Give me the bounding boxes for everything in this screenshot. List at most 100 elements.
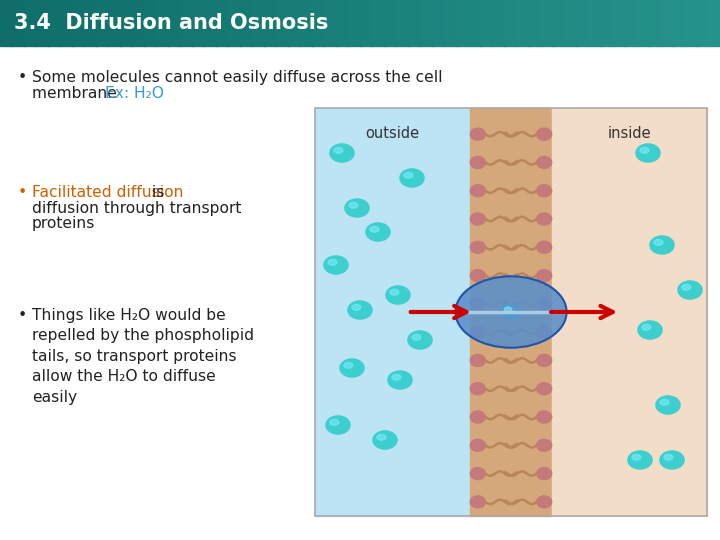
Bar — [408, 0, 421, 46]
Ellipse shape — [536, 298, 552, 310]
Ellipse shape — [470, 269, 485, 281]
Bar — [708, 0, 720, 46]
Ellipse shape — [536, 128, 552, 140]
Ellipse shape — [352, 305, 361, 310]
Ellipse shape — [377, 434, 386, 440]
Bar — [384, 0, 397, 46]
Bar — [315, 108, 470, 516]
Bar — [600, 0, 613, 46]
Ellipse shape — [678, 281, 702, 299]
Ellipse shape — [470, 326, 485, 338]
Ellipse shape — [470, 185, 485, 197]
Ellipse shape — [370, 226, 379, 232]
Bar — [216, 0, 229, 46]
Bar — [0, 0, 13, 46]
Ellipse shape — [404, 172, 413, 178]
Bar — [504, 0, 517, 46]
Bar — [276, 0, 289, 46]
Bar — [564, 0, 577, 46]
Ellipse shape — [456, 276, 567, 348]
Ellipse shape — [664, 454, 673, 460]
Ellipse shape — [682, 285, 691, 290]
Ellipse shape — [470, 298, 485, 310]
Bar — [180, 0, 193, 46]
Bar — [336, 0, 349, 46]
Ellipse shape — [504, 307, 512, 312]
Ellipse shape — [470, 411, 485, 423]
Text: Some molecules cannot easily diffuse across the cell: Some molecules cannot easily diffuse acr… — [32, 70, 443, 85]
Ellipse shape — [636, 144, 660, 162]
Bar — [540, 0, 553, 46]
Text: Ex: H₂O: Ex: H₂O — [105, 85, 164, 100]
Ellipse shape — [536, 269, 552, 281]
Bar — [144, 0, 157, 46]
Bar — [96, 0, 109, 46]
Ellipse shape — [392, 374, 401, 380]
Bar — [696, 0, 709, 46]
Ellipse shape — [470, 213, 485, 225]
Bar — [660, 0, 673, 46]
Ellipse shape — [366, 223, 390, 241]
Ellipse shape — [400, 169, 424, 187]
Bar — [672, 0, 685, 46]
Ellipse shape — [536, 213, 552, 225]
Ellipse shape — [654, 239, 663, 245]
Ellipse shape — [470, 128, 485, 140]
Bar — [432, 0, 445, 46]
Bar — [228, 0, 241, 46]
Text: Facilitated diffusion: Facilitated diffusion — [32, 185, 184, 200]
Bar — [636, 0, 649, 46]
Bar — [204, 0, 217, 46]
Ellipse shape — [536, 185, 552, 197]
Ellipse shape — [628, 451, 652, 469]
Ellipse shape — [536, 354, 552, 367]
Ellipse shape — [470, 383, 485, 395]
Bar — [300, 0, 313, 46]
Ellipse shape — [470, 241, 485, 253]
Ellipse shape — [328, 259, 337, 265]
Bar — [612, 0, 625, 46]
Ellipse shape — [334, 147, 343, 153]
Ellipse shape — [660, 400, 669, 405]
Bar — [492, 0, 505, 46]
Text: •: • — [18, 185, 27, 200]
Bar — [684, 0, 697, 46]
Ellipse shape — [324, 256, 348, 274]
Bar — [552, 108, 707, 516]
Ellipse shape — [330, 420, 339, 425]
Ellipse shape — [470, 496, 485, 508]
Ellipse shape — [536, 157, 552, 168]
Ellipse shape — [470, 439, 485, 451]
Bar — [168, 0, 181, 46]
Bar — [516, 0, 529, 46]
Bar — [288, 0, 301, 46]
Ellipse shape — [536, 496, 552, 508]
Text: membrane: membrane — [32, 85, 127, 100]
Text: is: is — [147, 185, 164, 200]
Bar — [36, 0, 49, 46]
Ellipse shape — [349, 202, 358, 208]
Bar — [24, 0, 37, 46]
Text: •: • — [18, 308, 27, 323]
Bar — [312, 0, 325, 46]
Bar — [360, 0, 373, 46]
Ellipse shape — [326, 416, 350, 434]
Bar — [480, 0, 493, 46]
Text: 3.4  Diffusion and Osmosis: 3.4 Diffusion and Osmosis — [14, 13, 328, 33]
Ellipse shape — [656, 396, 680, 414]
Bar — [315, 108, 707, 516]
Bar — [264, 0, 277, 46]
Bar — [240, 0, 253, 46]
Bar — [120, 0, 133, 46]
Ellipse shape — [536, 411, 552, 423]
Text: diffusion through transport: diffusion through transport — [32, 200, 241, 215]
Ellipse shape — [660, 451, 684, 469]
Ellipse shape — [390, 289, 399, 295]
Text: proteins: proteins — [32, 216, 95, 231]
Ellipse shape — [638, 321, 662, 339]
Bar — [552, 0, 565, 46]
Bar — [60, 0, 73, 46]
Ellipse shape — [470, 157, 485, 168]
Ellipse shape — [650, 236, 674, 254]
Bar — [420, 0, 433, 46]
